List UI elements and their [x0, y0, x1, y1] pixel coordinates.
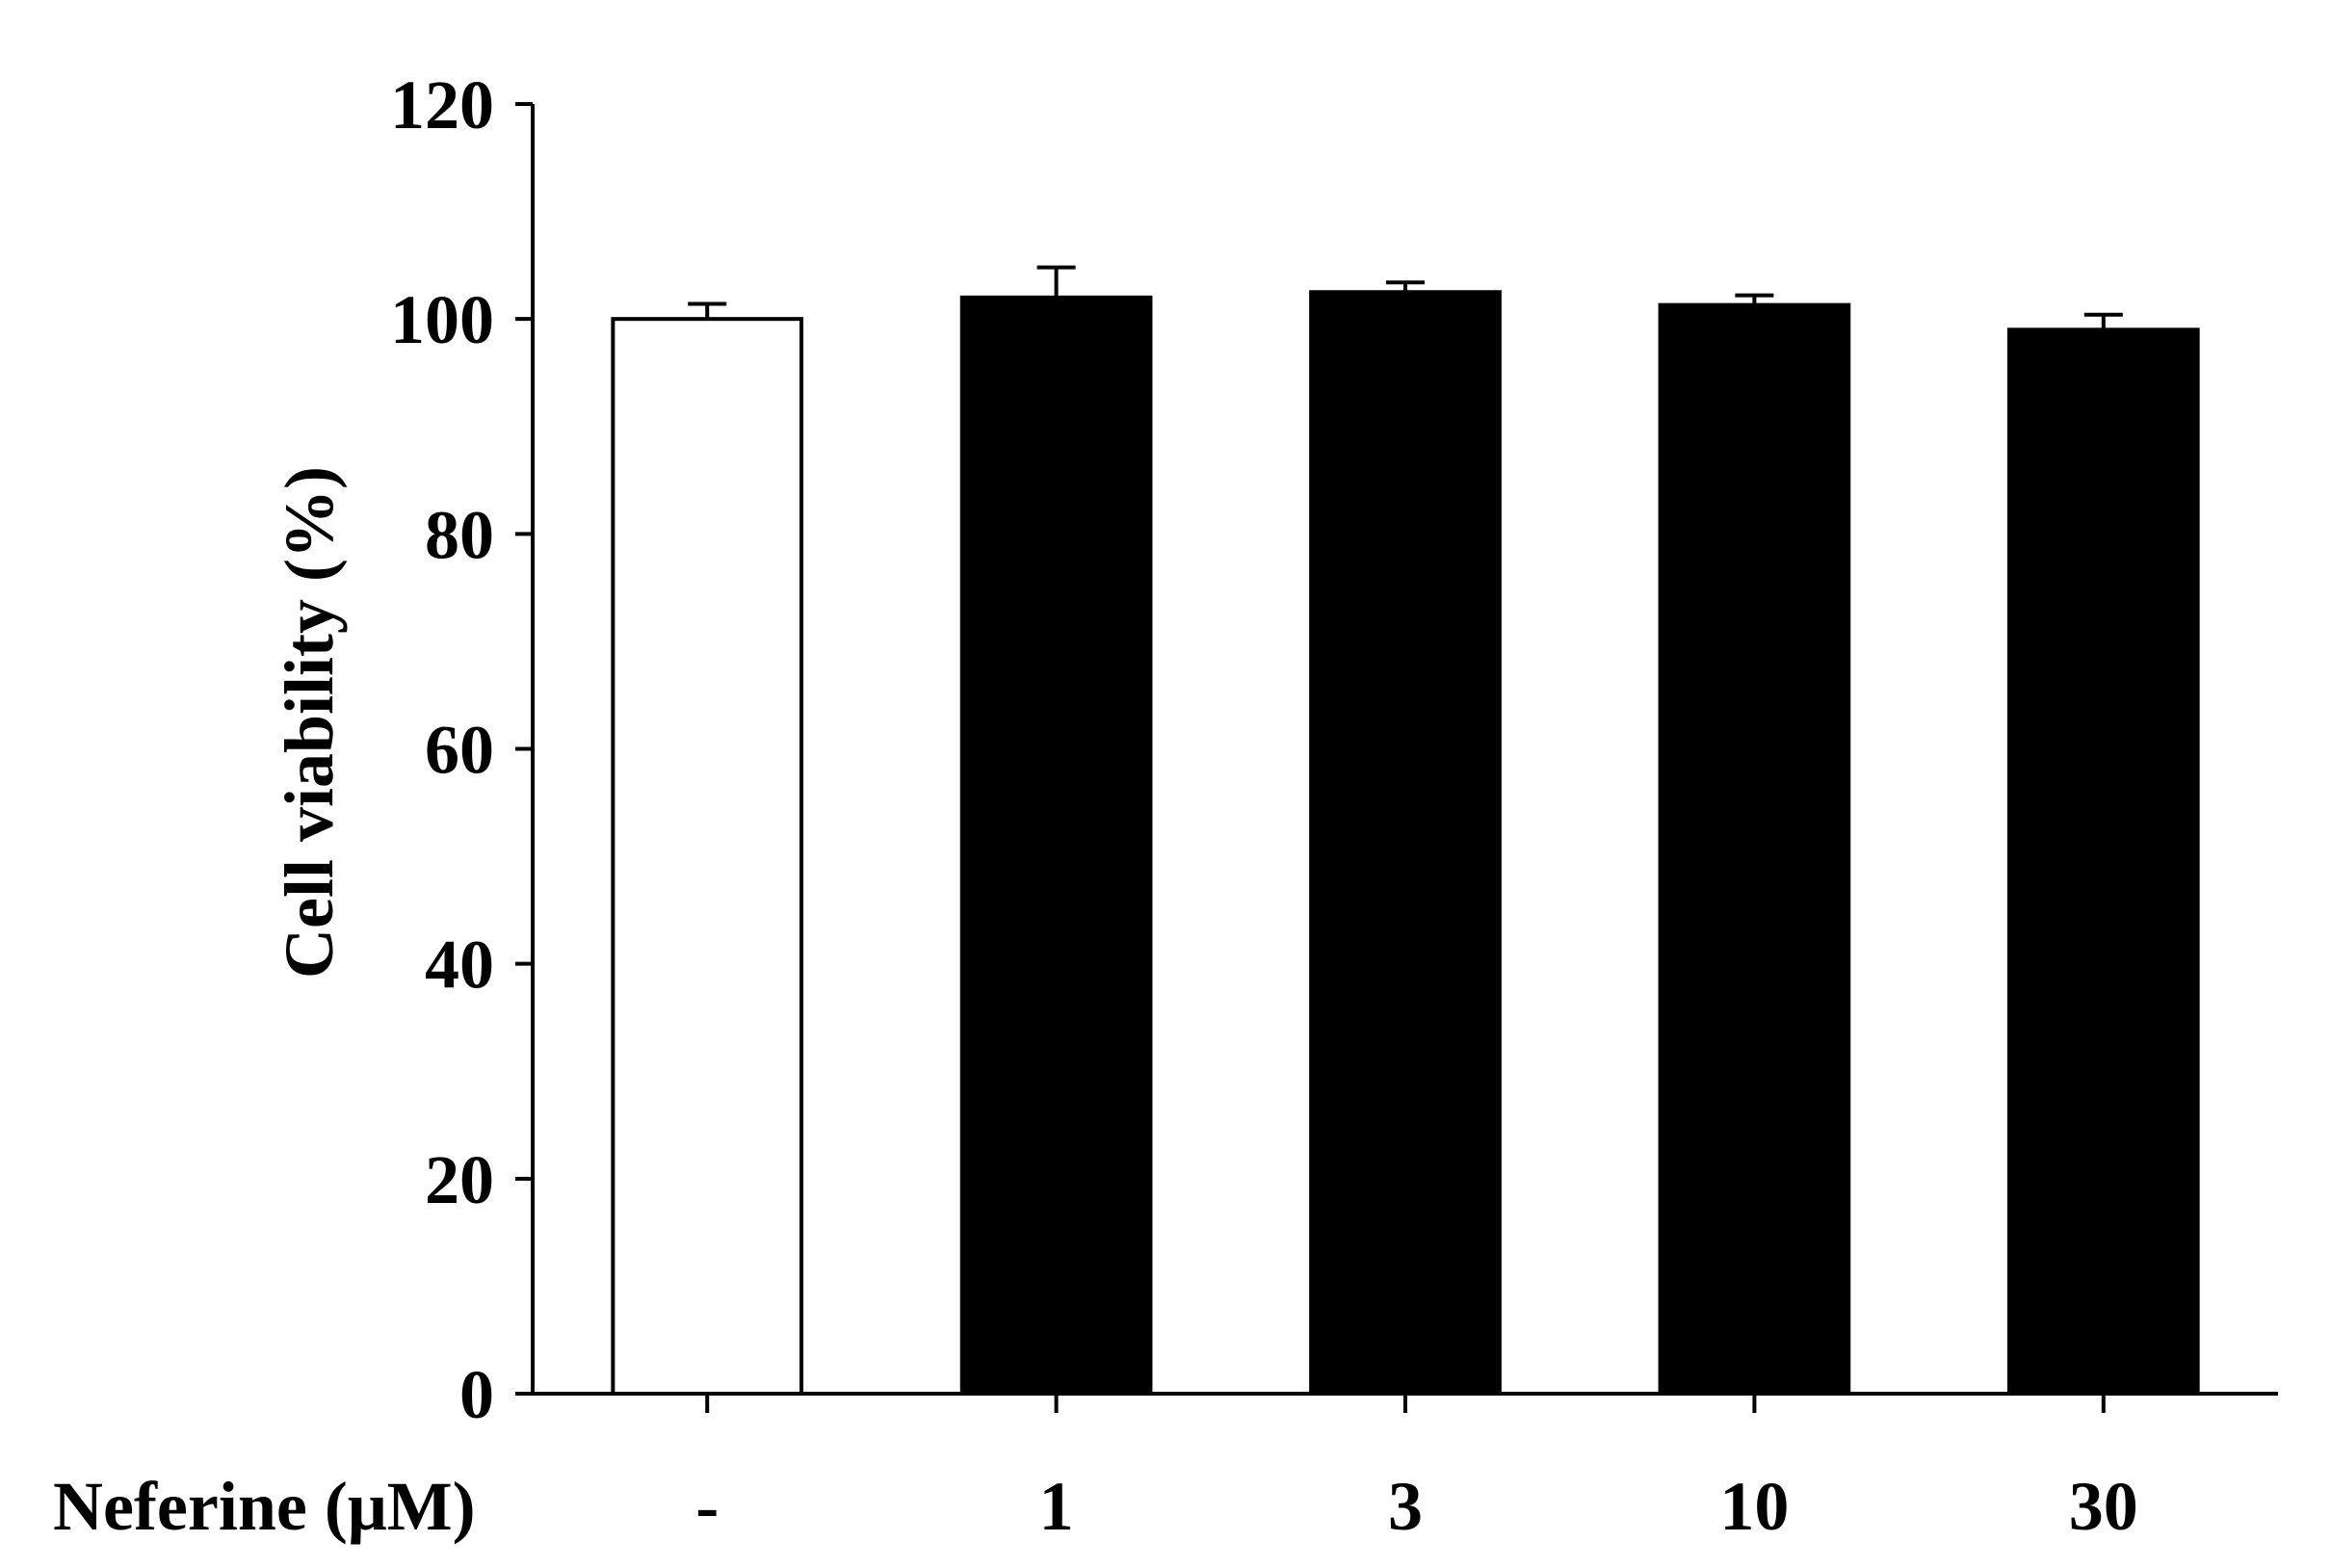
bar-2: [1309, 290, 1502, 1396]
error-bars: [688, 265, 2123, 330]
y-ticks: 0 20 40 60 80 100 120: [390, 66, 533, 1433]
x-tick-label-2: 3: [1388, 1468, 1423, 1545]
bar-4: [2006, 327, 2200, 1397]
bars: [611, 290, 2200, 1397]
y-tick-label-4: 80: [425, 496, 494, 573]
y-tick-label-2: 40: [425, 927, 494, 1004]
y-axis-title: Cell viability (%): [271, 466, 348, 979]
x-tick-label-1: 1: [1039, 1468, 1074, 1545]
x-ticks: - 1 3 10 30: [695, 1394, 2138, 1545]
x-tick-label-0: -: [695, 1468, 719, 1545]
y-tick-label-6: 120: [390, 66, 494, 144]
y-tick-label-0: 0: [459, 1356, 494, 1433]
x-tick-label-3: 10: [1719, 1468, 1789, 1545]
y-tick-label-5: 100: [390, 281, 494, 358]
bar-3: [1658, 302, 1851, 1396]
bar-0: [611, 317, 804, 1397]
y-tick-label-3: 60: [425, 712, 494, 789]
y-tick-label-1: 20: [425, 1141, 494, 1218]
x-tick-label-4: 30: [2069, 1468, 2138, 1545]
bar-1: [959, 295, 1153, 1397]
x-axis-title: Neferine (μM): [53, 1468, 476, 1545]
